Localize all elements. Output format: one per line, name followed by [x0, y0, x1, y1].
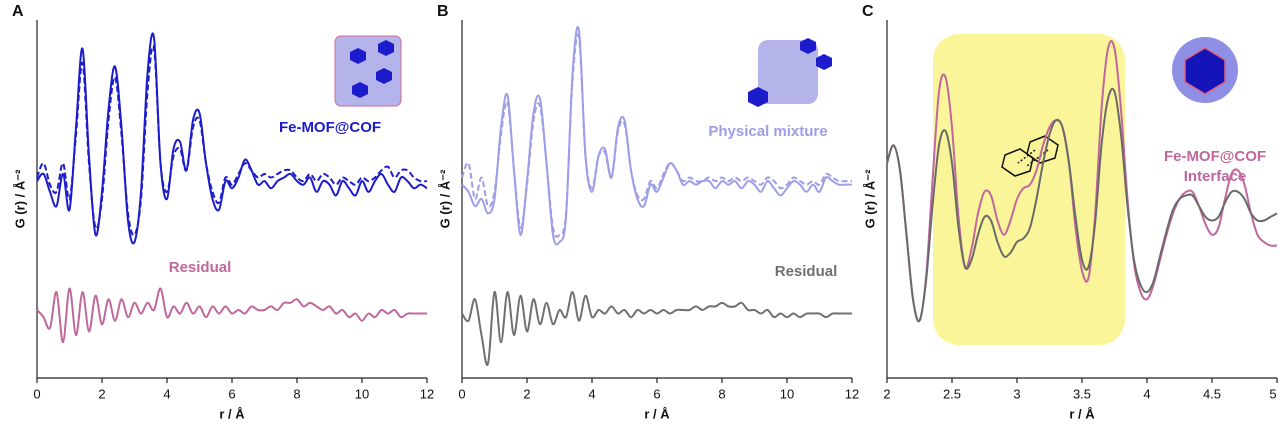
data-line	[886, 40, 1278, 323]
x-tick-label: 2	[98, 386, 105, 401]
x-axis-label: r / Å	[644, 406, 670, 421]
x-tick-label: 2	[883, 386, 890, 401]
panel-label: A	[12, 3, 24, 20]
data-line	[36, 45, 428, 237]
x-tick-label: 5	[1269, 386, 1276, 401]
data-line	[886, 87, 1278, 323]
series-label: Fe-MOF@COF	[279, 119, 381, 136]
x-tick-label: 0	[458, 386, 465, 401]
data-line	[461, 291, 852, 366]
x-tick-label: 4.5	[1203, 386, 1221, 401]
y-axis-label: G (r) / Å⁻²	[437, 169, 452, 229]
panel-label: B	[437, 3, 449, 20]
series-label: Physical mixture	[708, 123, 827, 140]
series-label: Residual	[169, 259, 232, 276]
x-axis-label: r / Å	[219, 406, 245, 421]
x-tick-label: 2.5	[943, 386, 961, 401]
panel-label: C	[862, 3, 874, 20]
x-tick-label: 4	[588, 386, 595, 401]
x-tick-label: 8	[718, 386, 725, 401]
series-label: Interface	[1184, 168, 1247, 185]
y-axis-label: G (r) / Å⁻²	[862, 169, 877, 229]
x-tick-label: 10	[355, 386, 369, 401]
x-tick-label: 6	[228, 386, 235, 401]
x-tick-label: 12	[420, 386, 434, 401]
x-tick-label: 2	[523, 386, 530, 401]
data-line	[36, 287, 427, 344]
x-axis-label: r / Å	[1069, 406, 1095, 421]
x-tick-label: 0	[33, 386, 40, 401]
x-tick-label: 6	[653, 386, 660, 401]
x-tick-label: 10	[780, 386, 794, 401]
x-tick-label: 12	[845, 386, 859, 401]
data-line	[36, 32, 428, 245]
structure-icon-b	[748, 38, 832, 107]
y-axis-label: G (r) / Å⁻²	[12, 169, 27, 229]
x-tick-label: 3.5	[1073, 386, 1091, 401]
series-label: Fe-MOF@COF	[1164, 148, 1266, 165]
x-tick-label: 4	[1143, 386, 1150, 401]
structure-icon-c	[1172, 37, 1238, 103]
x-tick-label: 4	[163, 386, 170, 401]
x-tick-label: 3	[1013, 386, 1020, 401]
series-label: Residual	[775, 263, 838, 280]
highlight-region	[933, 34, 1125, 345]
structure-icon-a	[334, 35, 402, 107]
x-tick-label: 8	[293, 386, 300, 401]
